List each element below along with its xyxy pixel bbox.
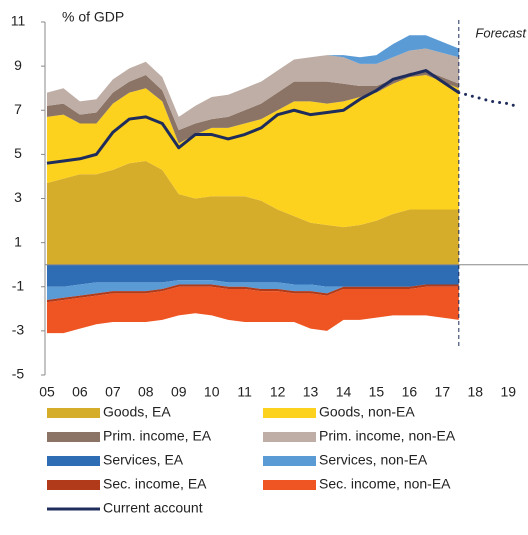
forecast-label: Forecast [475,25,527,40]
legend-swatch [47,408,100,418]
legend-label: Sec. income, non-EA [319,476,451,492]
legend-label: Current account [103,500,203,516]
area [46,284,459,303]
legend-label: Goods, non-EA [319,404,415,420]
y-tick-label: 7 [14,101,22,117]
area [46,48,459,131]
area [46,35,459,117]
area [46,264,459,287]
x-tick-label: 11 [237,384,252,400]
x-tick-label: 19 [500,384,516,400]
legend-label: Services, EA [103,452,184,468]
y-tick-label: 11 [11,13,26,29]
y-axis-label: % of GDP [62,9,124,25]
legend-swatch [263,408,316,418]
legend-swatch [263,456,316,466]
x-tick-label: 08 [138,384,154,400]
y-tick-label: -1 [12,277,25,293]
x-tick-label: 05 [39,384,55,400]
x-tick-label: 13 [303,384,319,400]
x-tick-label: 15 [369,384,385,400]
area [46,70,459,144]
area [46,280,459,300]
x-tick-label: 17 [435,384,451,400]
forecast-line [457,91,517,108]
legend-swatch [263,480,316,490]
legend-label: Goods, EA [103,404,171,420]
y-tick-label: 3 [14,189,22,205]
x-tick-label: 09 [171,384,187,400]
area [46,74,459,228]
x-tick-label: 10 [204,384,220,400]
legend-swatch [47,480,100,490]
x-tick-label: 07 [105,384,121,400]
area [46,160,459,265]
y-tick-label: 1 [14,233,22,249]
x-tick-label: 12 [270,384,286,400]
legend-label: Sec. income, EA [103,476,207,492]
area [46,286,459,334]
x-tick-label: 16 [402,384,418,400]
legend-label: Prim. income, EA [103,428,212,444]
y-tick-label: 5 [14,145,22,161]
y-tick-label: -5 [12,366,25,382]
line [46,69,460,165]
legend-swatch [47,432,100,442]
legend-swatch [263,432,316,442]
legend-label: Prim. income, non-EA [319,428,456,444]
legend-label: Services, non-EA [319,452,428,468]
x-tick-label: 14 [336,384,352,400]
y-tick-label: -3 [12,322,25,338]
y-tick-label: 9 [14,57,22,73]
x-tick-label: 18 [467,384,483,400]
x-tick-label: 06 [72,384,88,400]
legend-swatch [47,456,100,466]
